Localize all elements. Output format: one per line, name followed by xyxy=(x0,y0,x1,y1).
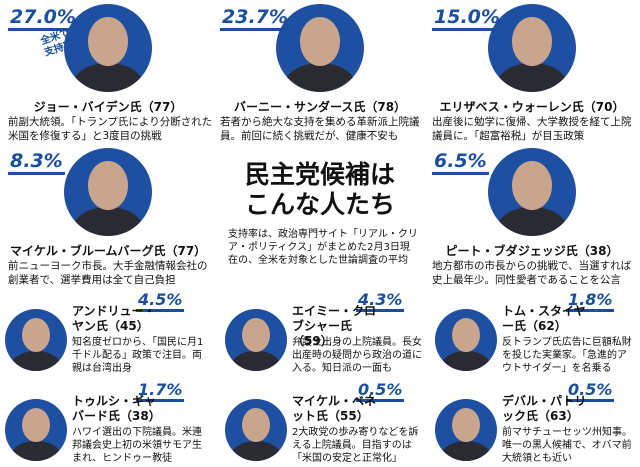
suit xyxy=(441,440,491,461)
name: デバル・パトリック氏（63） xyxy=(502,394,587,423)
support: 6.5% xyxy=(432,152,489,175)
title: 民主党候補は こんな人たち xyxy=(200,160,440,220)
name: マイケル・ベネット氏（55） xyxy=(292,394,377,423)
support: 27.0% xyxy=(8,8,78,31)
suit xyxy=(11,440,61,461)
support: 0.5% xyxy=(356,382,405,402)
face xyxy=(452,318,480,353)
photo xyxy=(488,4,576,92)
suit xyxy=(496,63,568,92)
description: 若者から絶大な支持を集める革新派上院議員。前回に続く挑戦だが、健康不安も xyxy=(220,116,420,142)
face xyxy=(512,161,552,210)
description: 弁護士出身の上院議員。長女出産時の疑問から政治の道に入る。知日派の一面も xyxy=(292,337,422,374)
photo xyxy=(435,309,497,371)
note: 支持率は、政治専門サイト「リアル・クリア・ポリティクス」がまとめた2月3日現在の… xyxy=(228,229,418,266)
photo xyxy=(64,4,152,92)
name: アンドリュー・ヤン氏（45） xyxy=(72,304,156,333)
suit xyxy=(11,350,61,371)
name: トム・スタイヤー氏（62） xyxy=(502,304,586,333)
description: 地方都市の市長からの挑戦で、当選すれば史上最年少。同性愛者であることを公言 xyxy=(432,260,632,286)
face xyxy=(88,17,128,66)
face xyxy=(242,318,270,353)
description: 反トランプ氏広告に巨額私財を投じた実業家。「急進的アウトサイダー」を名乗る xyxy=(502,337,632,374)
photo xyxy=(5,399,67,461)
support: 15.0% xyxy=(432,8,502,31)
suit xyxy=(441,350,491,371)
photo xyxy=(435,399,497,461)
photo xyxy=(64,148,152,236)
suit xyxy=(284,63,356,92)
support: 8.3% xyxy=(8,152,65,175)
title-line: 民主党候補は xyxy=(244,160,395,189)
support: 0.5% xyxy=(566,382,615,402)
description: 前マサチューセッツ州知事。唯一の黒人候補で、オバマ前大統領とも近い xyxy=(502,427,632,464)
suit xyxy=(72,63,144,92)
face xyxy=(22,318,50,353)
face xyxy=(242,408,270,443)
description: 前ニューヨーク市長。大手金融情報会社の創業者で、選挙費用は全て自己負担 xyxy=(8,260,208,286)
title-line: こんな人たち xyxy=(244,190,395,219)
support: 4.3% xyxy=(356,292,405,312)
name: ジョー・バイデン氏（77） xyxy=(33,100,183,114)
suit xyxy=(72,207,144,236)
support: 1.8% xyxy=(566,292,615,312)
description: 2大政党の歩み寄りなどを訴える上院議員。目指すのは「米国の安定と正常化」 xyxy=(292,427,419,464)
photo xyxy=(225,309,287,371)
photo xyxy=(276,4,364,92)
name: マイケル・ブルームバーグ氏（77） xyxy=(9,244,207,258)
face xyxy=(300,17,340,66)
suit xyxy=(496,207,568,236)
photo xyxy=(225,399,287,461)
photo xyxy=(488,148,576,236)
face xyxy=(88,161,128,210)
support: 4.5% xyxy=(136,292,185,312)
name: バーニー・サンダース氏（78） xyxy=(233,100,407,114)
suit xyxy=(231,440,281,461)
support: 1.7% xyxy=(136,382,185,402)
face xyxy=(512,17,552,66)
description: 知名度ゼロから、「国民に月1千ドル配る」政策で注目。両親は台湾出身 xyxy=(72,337,204,374)
description: 前副大統領。「トランプ氏により分断された米国を修復する」と3度目の挑戦 xyxy=(8,116,213,142)
face xyxy=(452,408,480,443)
name: エリザベス・ウォーレン氏（70） xyxy=(439,100,625,114)
name: ピート・ブダジェッジ氏（38） xyxy=(445,244,619,258)
name: エイミー・クロブシャー氏（59） xyxy=(292,304,377,348)
photo xyxy=(5,309,67,371)
description: ハワイ選出の下院議員。米連邦議会史上初の米領サモア生まれ、ヒンドゥー教徒 xyxy=(72,427,202,464)
name: トゥルシ・ギャバード氏（38） xyxy=(72,394,161,423)
description: 出産後に勉学に復帰、大学教授を経て上院議員に。「超富裕税」が目玉政策 xyxy=(432,116,632,142)
suit xyxy=(231,350,281,371)
face xyxy=(22,408,50,443)
support: 23.7% xyxy=(220,8,290,31)
